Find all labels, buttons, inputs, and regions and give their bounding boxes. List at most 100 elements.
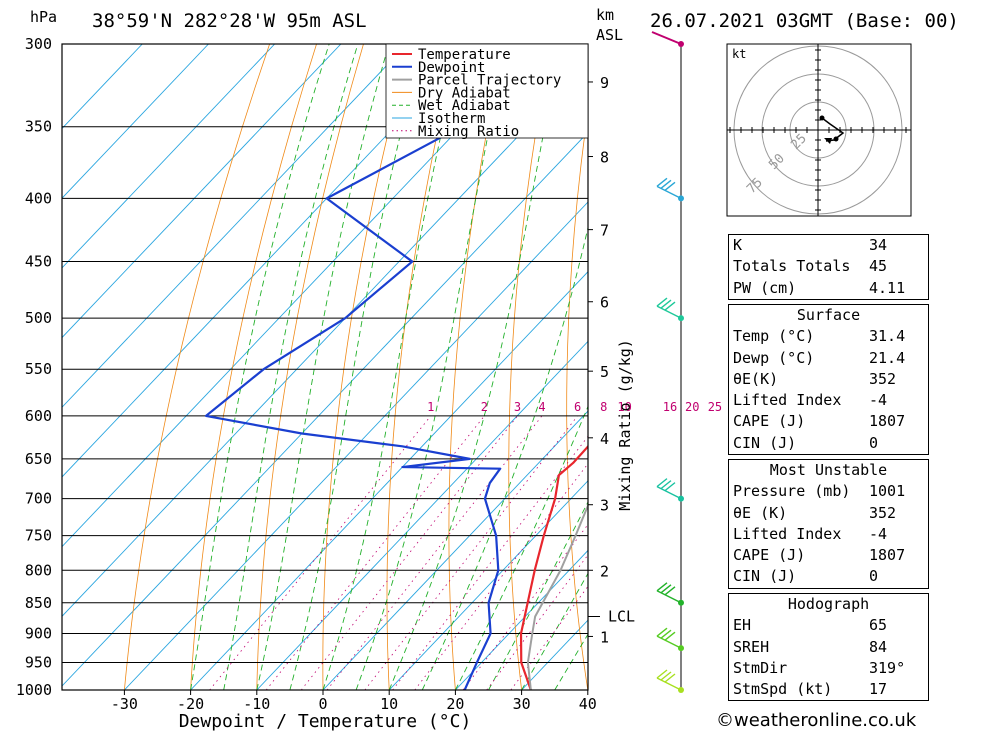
- km-tick-label: 8: [600, 149, 609, 167]
- pressure-tick-label: 300: [25, 35, 52, 53]
- x-tick-label: 0: [318, 695, 327, 713]
- wet-adiabat-line: [289, 44, 424, 690]
- pressure-gridlines: [62, 43, 588, 691]
- wind-barb-feather: [656, 297, 668, 307]
- hodograph-row: StmSpd (kt) 17: [733, 680, 888, 699]
- dry-adiabat-line: [124, 44, 270, 690]
- mixing-ratio-line: [462, 523, 588, 690]
- mixing-ratio-label: 2: [481, 400, 488, 414]
- wet-adiabat-line: [223, 44, 359, 690]
- dry-adiabat-line: [974, 44, 1000, 690]
- mixing-ratio-axis-label: Mixing Ratio (g/kg): [616, 339, 634, 511]
- km-tick-label: 7: [600, 222, 609, 240]
- hodograph-table: Hodograph EH 65 SREH 84 StmDir 319° StmSpd …: [728, 593, 929, 702]
- index-row-totals: Totals Totals 45: [733, 257, 888, 276]
- hodograph-row: StmDir 319°: [733, 658, 906, 677]
- mixing-ratio-line: [510, 585, 588, 690]
- datetime-title: 26.07.2021 03GMT (Base: 00): [650, 10, 959, 32]
- wind-barb-feather: [664, 482, 676, 492]
- plot-frame: [61, 43, 589, 691]
- mixing-ratio-label: 4: [538, 400, 545, 414]
- axis-layer: 1 2 3 4 6 8 10 16 20 2530035040045050055060065070…: [16, 6, 722, 732]
- isotherm-line: [62, 44, 540, 548]
- most-unstable-row: Pressure (mb) 1001: [733, 482, 906, 501]
- pressure-tick-label: 850: [25, 594, 52, 612]
- wind-barb-feather: [656, 669, 668, 679]
- copyright-link[interactable]: ©weatheronline.co.uk: [716, 710, 917, 731]
- wind-barb-feather: [660, 179, 672, 189]
- wind-barb-feather: [660, 299, 672, 309]
- dewpoint-line: [204, 67, 588, 690]
- most-unstable-row: θE (K) 352: [733, 503, 897, 522]
- mixing-ratio-label: 10: [617, 400, 631, 414]
- most-unstable-row: CIN (J) 0: [733, 567, 879, 586]
- dry-adiabat-line: [256, 44, 364, 690]
- wind-barb-feather: [656, 627, 668, 637]
- pressure-tick-label: 600: [25, 407, 52, 425]
- lcl-label: LCL: [608, 608, 635, 626]
- index-row-k: K 34: [733, 236, 888, 254]
- x-tick-label: 30: [513, 695, 531, 713]
- hodograph-row: SREH 84: [733, 637, 888, 656]
- dry-adiabat-line: [677, 44, 720, 690]
- wet-adiabat-line: [488, 501, 588, 690]
- hodograph-storm-marker: [824, 138, 832, 144]
- legend-label: Dry Adiabat: [418, 85, 511, 101]
- mixing-ratio-label: 6: [574, 400, 581, 414]
- mixing-ratio-line: [209, 415, 432, 690]
- wind-barb-feather: [664, 631, 676, 641]
- wind-barbs: [651, 31, 684, 693]
- mixing-ratio-label: 1: [427, 400, 434, 414]
- wind-barb-shaft: [656, 185, 682, 199]
- wind-barb-feather: [664, 586, 676, 596]
- x-tick-label: -30: [111, 695, 138, 713]
- km-label: km: [596, 6, 614, 24]
- km-tick-label: 1: [600, 628, 609, 646]
- series-layer: [204, 67, 588, 690]
- dry-adiabat-line: [566, 107, 588, 690]
- pressure-tick-label: 950: [25, 653, 52, 671]
- surface-row: Dewp (°C) 21.4: [733, 348, 906, 367]
- surface-row: CIN (J) 0: [733, 433, 879, 452]
- wet-adiabat-line: [190, 44, 330, 690]
- wind-barb-feather: [660, 671, 672, 681]
- isotherm-line: [62, 131, 588, 687]
- isotherm-line: [62, 44, 143, 130]
- wind-barb-shaft: [651, 31, 682, 45]
- isotherm-line: [62, 61, 588, 617]
- isotherm-line: [62, 44, 276, 269]
- wind-barb-feather: [660, 584, 672, 594]
- mixing-ratio-label: 8: [600, 400, 607, 414]
- wind-barb-feather: [656, 177, 668, 187]
- wind-barb-feather: [660, 480, 672, 490]
- pressure-tick-label: 650: [25, 450, 52, 468]
- legend-label: Wet Adiabat: [418, 98, 511, 114]
- wet-adiabat-line: [421, 225, 588, 690]
- most-unstable-title: Most Unstable: [769, 461, 888, 479]
- index-row-pw: PW (cm) 4.11: [733, 278, 906, 297]
- mixing-ratio-line: [326, 415, 543, 690]
- mixing-ratio-label: 3: [514, 400, 521, 414]
- wet-adiabat-line: [454, 405, 588, 690]
- surface-table: Surface Temp (°C) 31.4 Dewp (°C) 21.4 θE(K…: [728, 304, 929, 456]
- surface-title: Surface: [796, 306, 861, 324]
- pressure-tick-label: 750: [25, 527, 52, 545]
- isotherm-line: [256, 340, 588, 690]
- most-unstable-row: Lifted Index -4: [733, 524, 888, 543]
- pressure-unit-label: hPa: [30, 8, 57, 26]
- x-tick-label: 20: [446, 695, 464, 713]
- surface-row: θE(K) 352: [733, 369, 897, 388]
- mixing-ratio-line: [364, 415, 578, 690]
- wind-barb-feather: [656, 478, 668, 488]
- hodograph-unit-label: kt: [732, 47, 746, 61]
- km-tick-label: 2: [600, 562, 609, 580]
- isotherm-line: [62, 44, 474, 478]
- pressure-tick-label: 700: [25, 490, 52, 508]
- pressure-tick-label: 900: [25, 624, 52, 642]
- pressure-tick-label: 1000: [16, 681, 52, 699]
- km-tick-label: 5: [600, 363, 609, 381]
- isotherm-line: [322, 410, 588, 690]
- isotherm-line: [388, 480, 588, 690]
